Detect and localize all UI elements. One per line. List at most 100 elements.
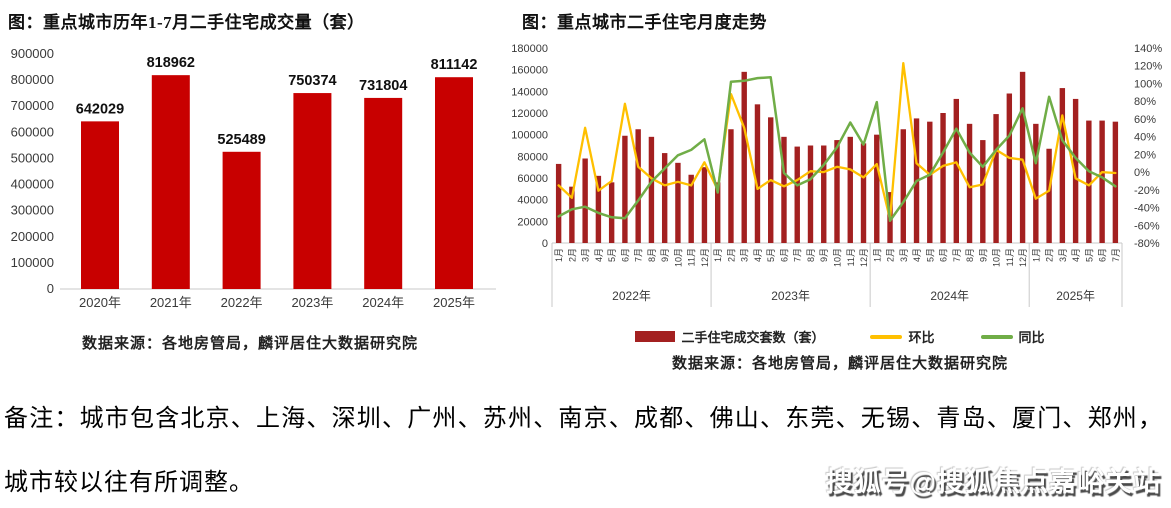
tongbi-line: [557, 76, 1117, 223]
left-chart-ytick: 500000: [11, 150, 54, 165]
month-tick: 2月: [886, 248, 896, 262]
month-tick: 2月: [1045, 248, 1055, 262]
month-bar-3月-2: [582, 158, 588, 243]
legend-item-huanbi: 环比: [870, 327, 935, 346]
bar-series-swatch: [635, 331, 676, 342]
month-tick: 4月: [753, 248, 763, 262]
month-bar-10月-21: [834, 140, 840, 243]
left-chart-xtick: 2020年: [79, 295, 121, 310]
bar-2022年: [222, 151, 261, 289]
month-tick: 10月: [673, 248, 683, 267]
left-chart-ytick: 900000: [11, 46, 54, 61]
year-label: 2023年: [771, 289, 810, 303]
left-chart-ytick: 200000: [11, 229, 54, 244]
left-chart-ytick: 400000: [11, 177, 54, 192]
month-bar-2月-1: [569, 186, 575, 243]
month-tick: 11月: [687, 248, 697, 266]
right-chart-left-ytick: 140000: [511, 86, 548, 98]
month-tick: 12月: [1018, 248, 1028, 267]
month-bar-9月-20: [821, 145, 827, 243]
note-text-line2: 城市较以往有所调整。: [4, 470, 254, 496]
bar-2024年: [364, 97, 403, 289]
left-chart-ytick: 100000: [11, 255, 54, 270]
left-chart-xtick: 2025年: [433, 295, 475, 310]
right-chart-left-ytick: 80000: [517, 151, 548, 163]
month-bar-3月-14: [741, 71, 747, 243]
month-bar-1月-0: [555, 163, 562, 243]
right-chart-left-ytick: 0: [542, 238, 548, 250]
bar-value-label: 811142: [431, 57, 478, 73]
month-bar-7月-30: [953, 98, 960, 244]
right-chart-left-ytick: 40000: [517, 195, 548, 207]
right-chart-left-ytick: 120000: [511, 108, 548, 120]
month-bar-2月-37: [1046, 148, 1052, 243]
bar-value-label: 642029: [76, 101, 124, 117]
right-chart-left-ytick: 20000: [517, 216, 548, 228]
month-bar-4月-39: [1072, 98, 1079, 244]
left-chart-ytick: 300000: [11, 203, 54, 218]
bar-value-label: 818962: [147, 55, 195, 71]
month-tick: 2月: [726, 248, 736, 262]
month-bar-9月-8: [661, 153, 668, 243]
legend-label-tongbi: 同比: [1018, 330, 1045, 345]
month-bar-4月-3: [595, 175, 602, 243]
bar-value-label: 525489: [217, 132, 265, 148]
month-tick: 5月: [1084, 248, 1094, 262]
month-bar-3月-38: [1059, 88, 1066, 243]
month-bar-1月-12: [714, 182, 721, 243]
month-tick: 10月: [992, 248, 1002, 267]
month-tick: 6月: [779, 248, 789, 262]
left-chart-title: 图：重点城市历年1-7月二手住宅成交量（套）: [8, 13, 365, 32]
month-tick: 10月: [833, 248, 843, 267]
month-bar-5月-4: [608, 182, 615, 243]
month-tick: 4月: [594, 248, 604, 262]
right-chart-right-ytick: 100%: [1134, 78, 1162, 90]
month-tick: 7月: [634, 248, 644, 262]
left-chart-source: 数据来源：各地房管局，麟评居住大数据研究院: [81, 336, 418, 352]
month-tick: 3月: [581, 248, 591, 262]
right-chart-source: 数据来源：各地房管局，麟评居住大数据研究院: [671, 356, 1008, 372]
bar-2025年: [435, 77, 473, 289]
month-tick: 6月: [939, 248, 949, 262]
month-tick: 3月: [1058, 248, 1068, 262]
month-bar-12月-11: [701, 167, 708, 243]
month-tick: 7月: [952, 248, 962, 262]
right-chart-right-ytick: 60%: [1134, 114, 1156, 126]
month-bar-8月-19: [807, 145, 814, 243]
right-chart-right-ytick: 80%: [1134, 96, 1156, 108]
month-bar-11月-10: [688, 174, 694, 243]
month-tick: 3月: [899, 248, 909, 262]
month-bar-7月-42: [1112, 121, 1119, 243]
month-tick: 8月: [965, 248, 975, 262]
month-tick: 11月: [846, 248, 856, 266]
sohu-watermark: 搜狐号@搜狐焦点嘉峪关站: [825, 467, 1161, 497]
month-tick: 7月: [1111, 248, 1121, 262]
month-bar-5月-28: [927, 121, 933, 243]
year-label: 2022年: [612, 289, 651, 303]
month-bar-10月-33: [993, 114, 999, 243]
left-chart-xtick: 2021年: [150, 295, 192, 310]
month-tick: 1月: [713, 248, 723, 262]
legend-item-tongbi: 同比: [980, 327, 1045, 346]
month-tick: 5月: [925, 248, 935, 262]
left-chart-ytick: 700000: [11, 98, 54, 113]
bar-2021年: [151, 75, 190, 289]
month-bar-8月-7: [648, 136, 655, 243]
bar-2020年: [81, 121, 119, 289]
month-bar-3月-26: [900, 129, 906, 243]
month-bar-6月-17: [781, 136, 787, 243]
tongbi-line-swatch: [980, 334, 1013, 339]
right-chart-right-ytick: 40%: [1134, 132, 1156, 144]
left-chart-xtick: 2024年: [362, 295, 404, 310]
month-bar-1月-36: [1033, 123, 1039, 243]
month-tick: 9月: [660, 248, 670, 262]
right-chart-right-ytick: -80%: [1134, 238, 1160, 250]
month-bar-7月-18: [794, 146, 800, 243]
left-chart-xtick: 2022年: [221, 295, 263, 310]
month-tick: 1月: [872, 248, 882, 262]
month-tick: 4月: [912, 248, 922, 262]
month-tick: 11月: [1005, 248, 1015, 266]
month-bar-12月-35: [1019, 71, 1026, 243]
huanbi-line-swatch: [870, 334, 903, 339]
